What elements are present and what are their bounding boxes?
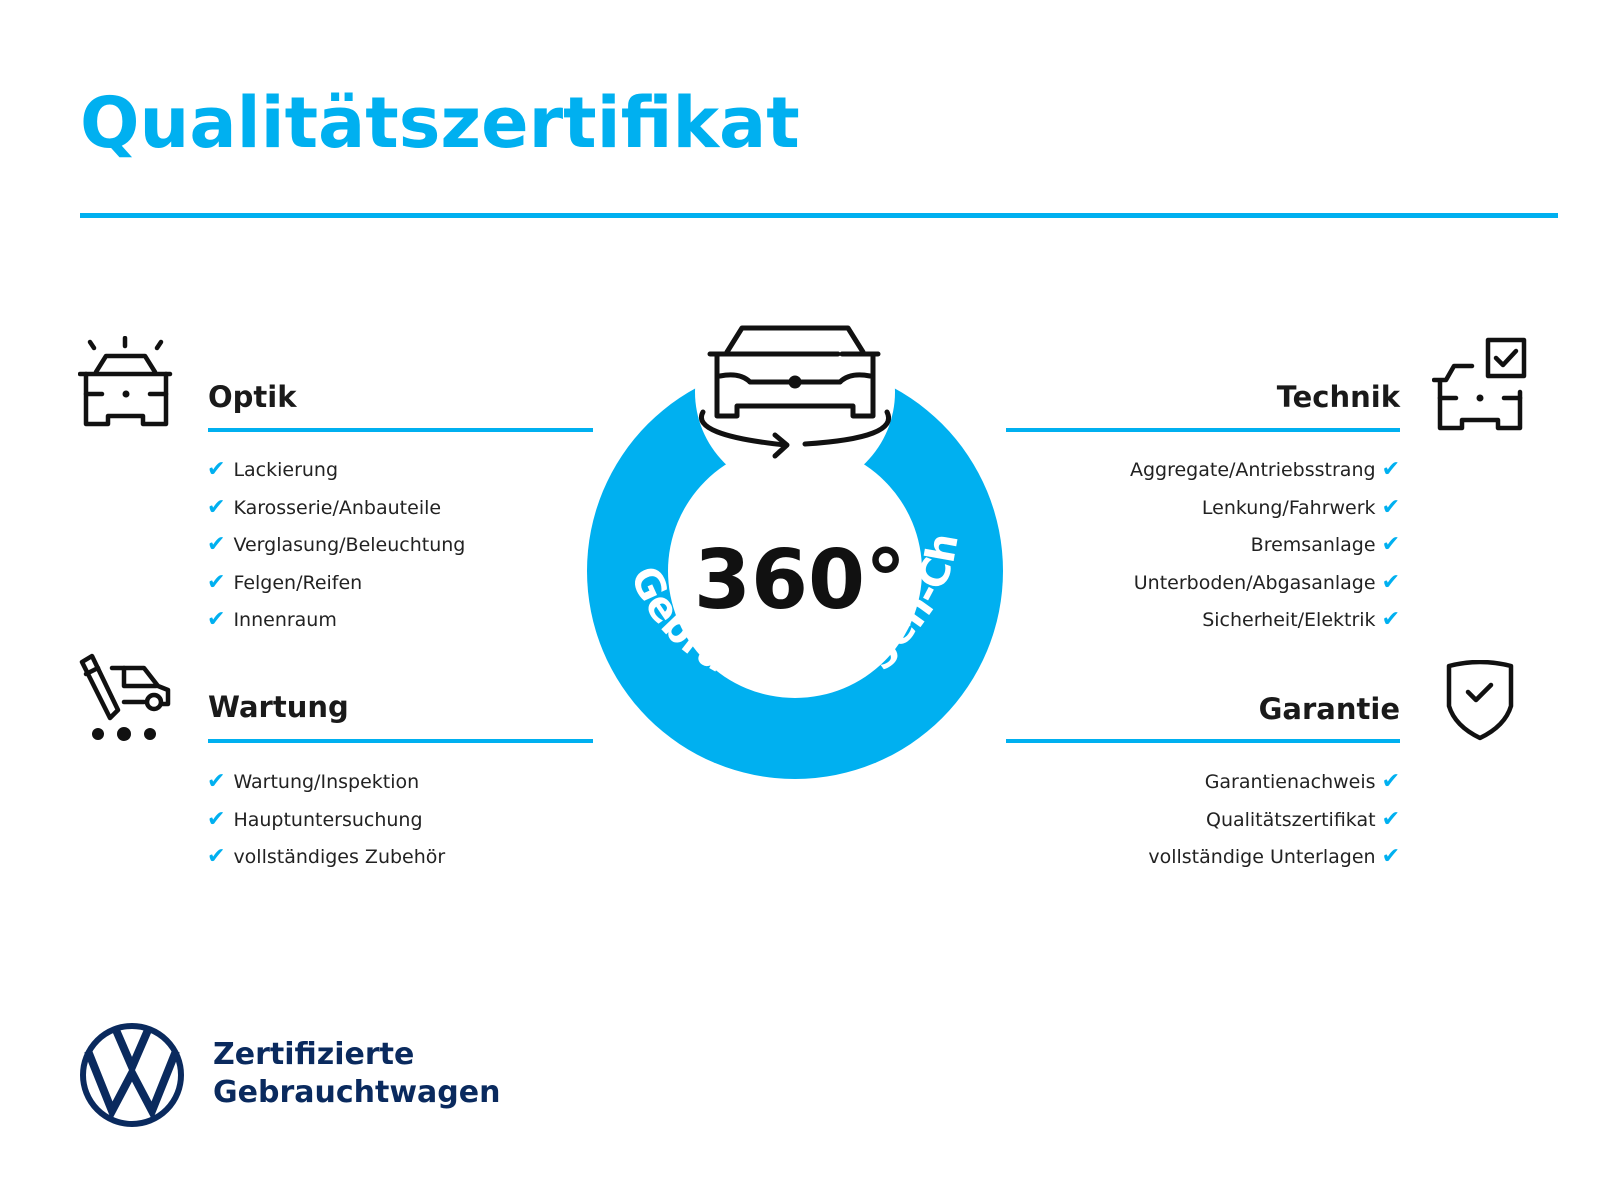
page-title: Qualitätszertifikat xyxy=(80,82,800,164)
check-icon: ✔ xyxy=(207,457,226,482)
list-item: Unterboden/Abgasanlage ✔ xyxy=(1130,570,1400,596)
list-item: ✔ Wartung/Inspektion xyxy=(207,769,445,795)
check-icon: ✔ xyxy=(1381,806,1400,832)
check-icon: ✔ xyxy=(207,607,226,632)
check-icon: ✔ xyxy=(1381,769,1400,794)
car-lights-icon xyxy=(78,336,173,427)
check-icon: ✔ xyxy=(1381,494,1400,520)
badge-inner xyxy=(668,444,922,698)
logo-line-2: Gebrauchtwagen xyxy=(213,1075,501,1110)
check-icon: ✔ xyxy=(207,494,226,520)
item-label: Unterboden/Abgasanlage xyxy=(1133,571,1376,594)
item-label: vollständige Unterlagen xyxy=(1148,846,1376,868)
item-label: Innenraum xyxy=(233,609,337,631)
section-heading-technik: Technik xyxy=(1276,380,1400,414)
service-car-icon xyxy=(79,653,171,741)
item-label: Verglasung/Beleuchtung xyxy=(233,534,466,556)
section-heading-garantie: Garantie xyxy=(1258,692,1400,726)
item-label: Sicherheit/Elektrik xyxy=(1202,609,1376,631)
item-label: Lenkung/Fahrwerk xyxy=(1201,496,1376,519)
item-label: Felgen/Reifen xyxy=(233,571,363,594)
check-icon: ✔ xyxy=(1381,569,1400,595)
list-item: Garantienachweis ✔ xyxy=(1148,769,1400,795)
title-divider xyxy=(80,213,1558,218)
check-icon: ✔ xyxy=(207,532,226,557)
check-icon: ✔ xyxy=(1381,844,1400,869)
check-icon: ✔ xyxy=(207,769,226,794)
check-icon: ✔ xyxy=(1381,532,1400,557)
section-heading-wartung: Wartung xyxy=(208,690,349,724)
list-item: Qualitätszertifikat ✔ xyxy=(1148,807,1400,833)
item-label: Garantienachweis xyxy=(1204,771,1376,793)
item-label: Karosserie/Anbauteile xyxy=(233,496,442,519)
list-item: vollständige Unterlagen ✔ xyxy=(1148,844,1400,870)
wartung-divider xyxy=(208,739,593,743)
check-icon: ✔ xyxy=(207,844,226,869)
badge-360-text: 360° xyxy=(694,533,906,628)
wartung-list: ✔ Wartung/Inspektion ✔ Hauptuntersuchung ✔… xyxy=(207,769,445,870)
list-item: Sicherheit/Elektrik ✔ xyxy=(1130,607,1400,633)
technik-list: Aggregate/Antriebsstrang ✔ Lenkung/Fahrwe… xyxy=(1130,457,1400,633)
list-item: ✔ Karosserie/Anbauteile xyxy=(207,495,465,521)
logo-text: Zertifizierte Gebrauchtwagen xyxy=(213,1036,500,1112)
item-label: Hauptuntersuchung xyxy=(233,808,423,831)
optik-list: ✔ Lackierung ✔ Karosserie/Anbauteile ✔ Verg… xyxy=(207,457,465,633)
check-icon: ✔ xyxy=(1381,607,1400,632)
list-item: ✔ Hauptuntersuchung xyxy=(207,807,445,833)
list-item: ✔ Verglasung/Beleuchtung xyxy=(207,532,465,558)
list-item: ✔ Lackierung xyxy=(207,457,465,483)
check-icon: ✔ xyxy=(207,806,226,832)
check-icon: ✔ xyxy=(1381,457,1400,482)
item-label: Wartung/Inspektion xyxy=(233,771,420,793)
item-label: Aggregate/Antriebsstrang xyxy=(1129,459,1376,481)
item-label: Bremsanlage xyxy=(1250,534,1376,556)
item-label: Qualitätszertifikat xyxy=(1205,808,1376,831)
list-item: Bremsanlage ✔ xyxy=(1130,532,1400,558)
garantie-divider xyxy=(1006,739,1400,743)
list-item: ✔ vollständiges Zubehör xyxy=(207,844,445,870)
technik-divider xyxy=(1006,428,1400,432)
vw-logo xyxy=(80,1023,184,1127)
shield-check-icon xyxy=(1446,660,1514,741)
garantie-list: Garantienachweis ✔ Qualitätszertifikat ✔ v… xyxy=(1148,769,1400,870)
optik-divider xyxy=(208,428,593,432)
item-label: Lackierung xyxy=(233,459,339,481)
section-heading-optik: Optik xyxy=(208,380,297,414)
list-item: ✔ Felgen/Reifen xyxy=(207,570,465,596)
list-item: Lenkung/Fahrwerk ✔ xyxy=(1130,495,1400,521)
item-label: vollständiges Zubehör xyxy=(233,846,446,868)
list-item: Aggregate/Antriebsstrang ✔ xyxy=(1130,457,1400,483)
360-check-badge: 360° Gebrauchtwagen-Check xyxy=(560,320,1003,779)
logo-line-1: Zertifizierte xyxy=(213,1037,415,1072)
list-item: ✔ Innenraum xyxy=(207,607,465,633)
car-checkbox-icon xyxy=(1432,337,1527,431)
rotating-car-icon xyxy=(699,325,891,459)
check-icon: ✔ xyxy=(207,569,226,595)
